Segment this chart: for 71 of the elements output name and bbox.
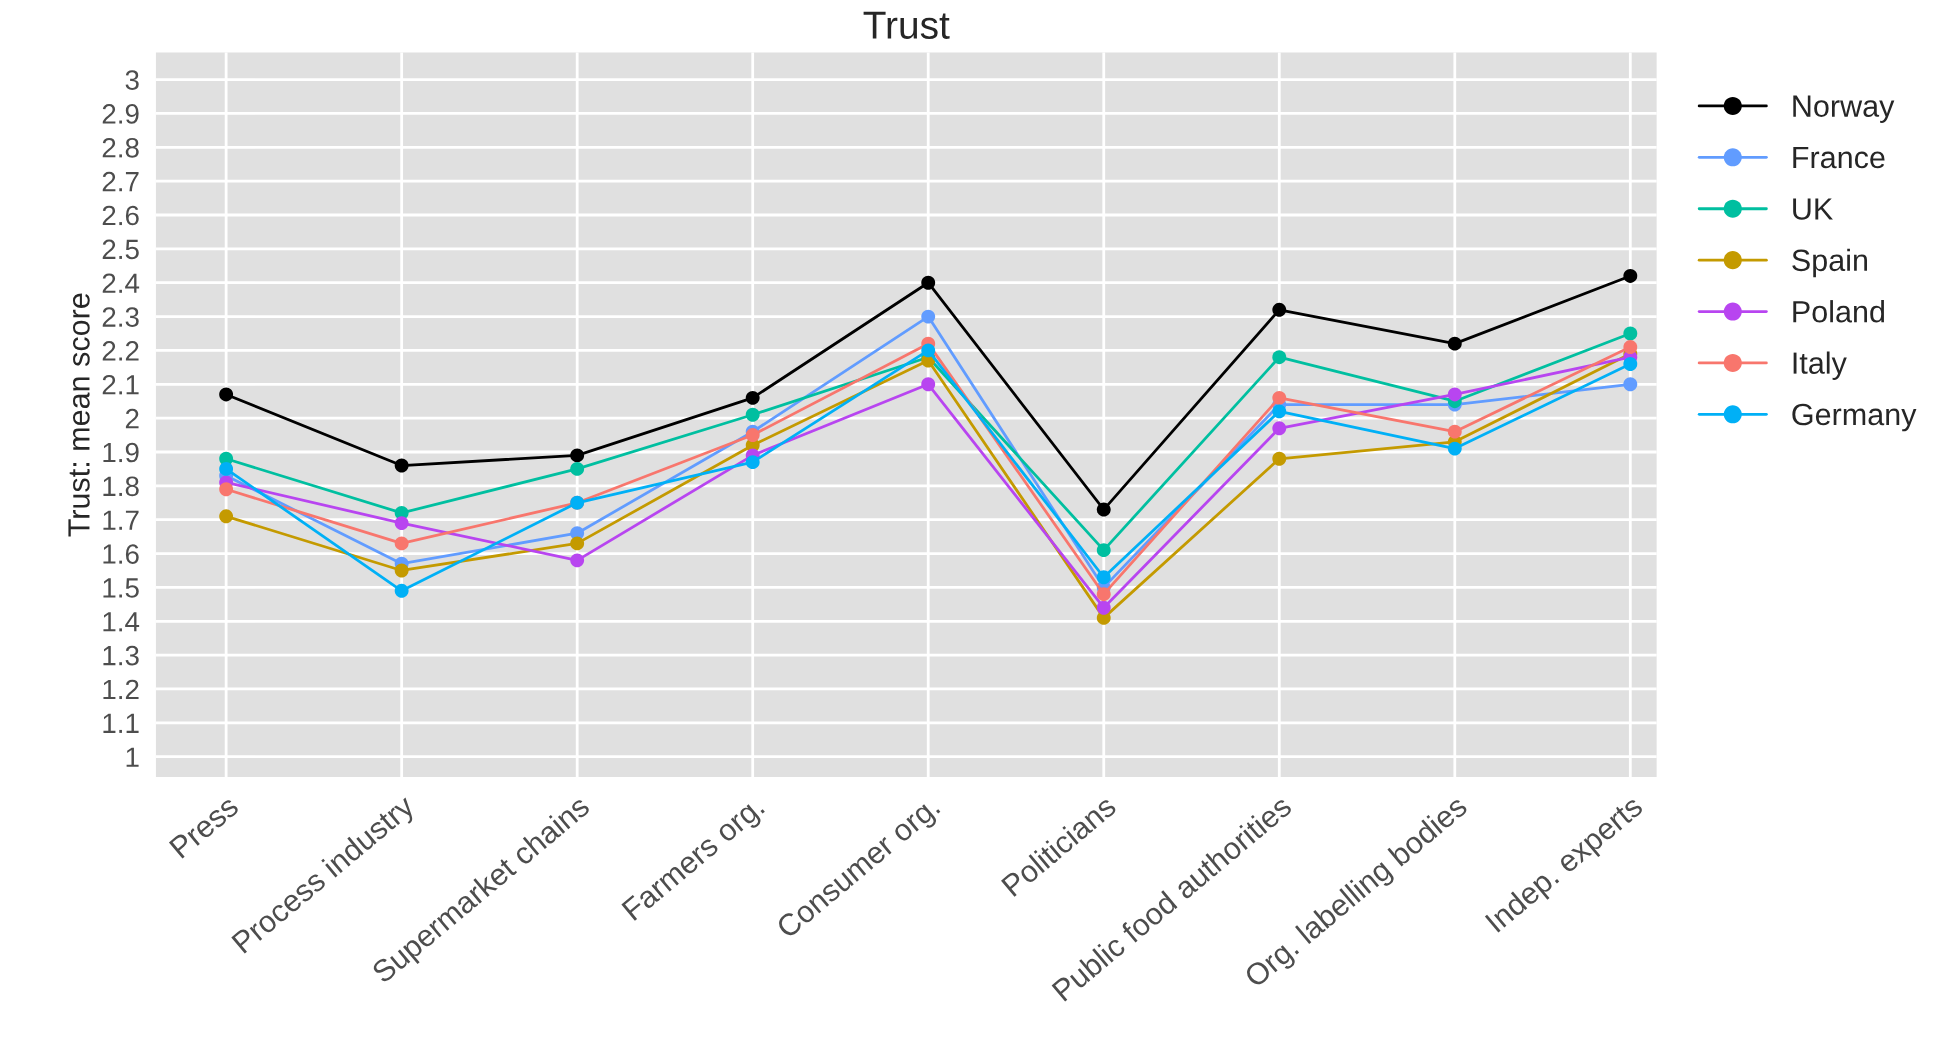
y-tick-label: 1 bbox=[126, 747, 139, 767]
point bbox=[745, 428, 760, 443]
y-tick-label: 1.3 bbox=[103, 645, 139, 666]
y-tick-label: 1.9 bbox=[103, 442, 139, 463]
y-tick-label: 1.6 bbox=[103, 544, 139, 564]
point bbox=[219, 461, 234, 476]
legend-label: Spain bbox=[1792, 248, 1867, 278]
point bbox=[570, 461, 585, 476]
point bbox=[1447, 387, 1462, 402]
point bbox=[1623, 326, 1638, 341]
y-tick-label: 3 bbox=[125, 70, 139, 90]
point bbox=[1447, 424, 1462, 439]
y-tick-label: 1.4 bbox=[103, 612, 140, 632]
y-tick-label: 2.7 bbox=[102, 171, 139, 192]
legend-label: Poland bbox=[1793, 300, 1884, 323]
point bbox=[394, 536, 409, 551]
point bbox=[1096, 600, 1111, 615]
point bbox=[394, 583, 409, 598]
y-tick-label: 1.7 bbox=[103, 510, 139, 530]
legend-label: Norway bbox=[1793, 95, 1895, 123]
point bbox=[1623, 340, 1638, 354]
point bbox=[1096, 587, 1111, 602]
y-tick-label: 2.2 bbox=[102, 341, 139, 361]
y-tick-label: 2.4 bbox=[102, 273, 140, 293]
y-tick-label: 2.1 bbox=[102, 374, 139, 395]
point bbox=[1272, 451, 1287, 466]
legend-label: Germany bbox=[1792, 403, 1917, 432]
point bbox=[1623, 357, 1638, 371]
legend-label: France bbox=[1793, 147, 1885, 169]
point bbox=[745, 390, 760, 405]
y-tick-label: 1.2 bbox=[103, 679, 139, 700]
y-tick-label: 2 bbox=[125, 408, 139, 429]
point bbox=[921, 343, 936, 358]
y-tick-label: 1.8 bbox=[103, 476, 139, 497]
y-tick-label: 2.9 bbox=[102, 104, 139, 124]
point bbox=[921, 377, 936, 392]
y-tick-label: 2.5 bbox=[102, 239, 139, 260]
point bbox=[921, 309, 936, 324]
point bbox=[921, 275, 936, 290]
point bbox=[1447, 441, 1462, 456]
point bbox=[745, 455, 760, 470]
point bbox=[1272, 350, 1287, 365]
point bbox=[1447, 336, 1462, 351]
point bbox=[1623, 377, 1638, 392]
point bbox=[1272, 404, 1287, 419]
point bbox=[1096, 543, 1111, 558]
point bbox=[1623, 269, 1638, 283]
point bbox=[219, 509, 234, 524]
y-tick-label: 2.3 bbox=[102, 307, 139, 327]
point bbox=[745, 407, 760, 422]
point bbox=[570, 448, 585, 463]
point bbox=[1096, 570, 1111, 585]
y-tick-label: 2.6 bbox=[102, 205, 139, 226]
point bbox=[570, 536, 585, 551]
y-tick-label: 2.8 bbox=[102, 137, 139, 158]
point bbox=[394, 563, 409, 578]
point bbox=[219, 482, 234, 497]
point bbox=[1272, 390, 1287, 405]
point bbox=[394, 458, 409, 473]
y-axis-title: Trust: mean score bbox=[68, 293, 90, 537]
point bbox=[570, 553, 585, 568]
point bbox=[1272, 421, 1287, 436]
point bbox=[1272, 302, 1287, 317]
point bbox=[394, 516, 409, 531]
legend-label: UK bbox=[1793, 198, 1833, 220]
chart-title: Trust bbox=[863, 11, 950, 39]
y-tick-label: 1.5 bbox=[103, 578, 139, 598]
y-tick-label: 1.1 bbox=[103, 713, 139, 733]
point bbox=[219, 387, 234, 402]
legend-label: Italy bbox=[1793, 351, 1847, 380]
point bbox=[1096, 502, 1111, 517]
